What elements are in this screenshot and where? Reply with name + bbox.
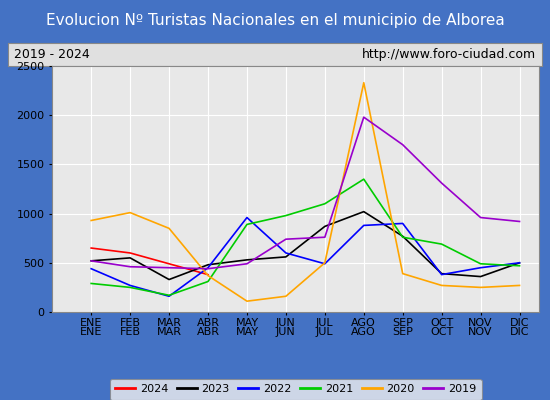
- Text: OCT: OCT: [430, 327, 453, 337]
- Text: Evolucion Nº Turistas Nacionales en el municipio de Alborea: Evolucion Nº Turistas Nacionales en el m…: [46, 14, 504, 28]
- Text: ENE: ENE: [80, 327, 102, 337]
- Legend: 2024, 2023, 2022, 2021, 2020, 2019: 2024, 2023, 2022, 2021, 2020, 2019: [109, 379, 482, 400]
- Text: DIC: DIC: [510, 327, 529, 337]
- Text: SEP: SEP: [392, 327, 413, 337]
- Text: 2019 - 2024: 2019 - 2024: [14, 48, 89, 61]
- Text: FEB: FEB: [120, 327, 141, 337]
- Text: JUL: JUL: [316, 327, 334, 337]
- Text: http://www.foro-ciudad.com: http://www.foro-ciudad.com: [362, 48, 536, 61]
- Text: ABR: ABR: [196, 327, 219, 337]
- Text: MAR: MAR: [157, 327, 182, 337]
- Text: NOV: NOV: [469, 327, 493, 337]
- Text: AGO: AGO: [351, 327, 376, 337]
- Text: MAY: MAY: [235, 327, 258, 337]
- Text: JUN: JUN: [276, 327, 296, 337]
